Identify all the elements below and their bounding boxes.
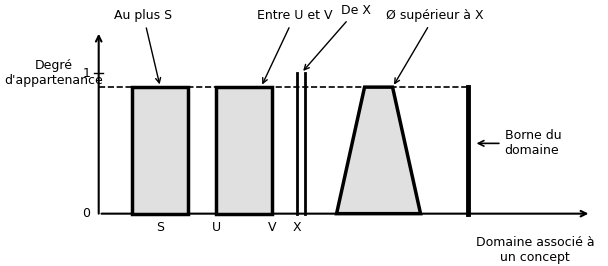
Text: Entre U et V: Entre U et V [257,10,333,83]
Text: 0: 0 [82,207,91,220]
Text: V: V [268,221,277,234]
Text: Au plus S: Au plus S [114,10,173,83]
Text: De X: De X [304,4,371,70]
Text: U: U [212,221,221,234]
Text: Ø supérieur à X: Ø supérieur à X [385,10,483,84]
Text: S: S [156,221,164,234]
Bar [216,87,272,214]
Bar [133,87,188,214]
Text: 1: 1 [83,66,91,80]
Text: Degré
d'appartenance: Degré d'appartenance [4,59,103,87]
Polygon shape [337,87,421,214]
Text: Domaine associé à
un concept: Domaine associé à un concept [476,236,595,264]
Text: Borne du
domaine: Borne du domaine [505,129,561,157]
Text: X: X [293,221,302,234]
